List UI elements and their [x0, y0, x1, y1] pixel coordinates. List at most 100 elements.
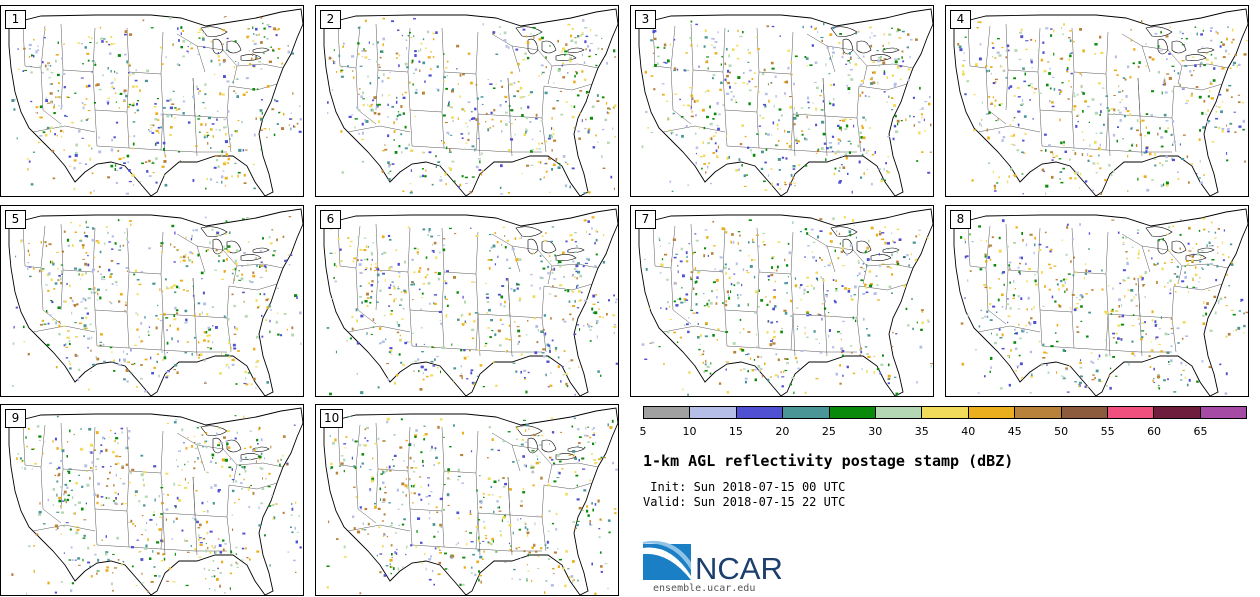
echo-pixel — [148, 175, 152, 177]
echo-pixel — [95, 431, 99, 435]
echo-pixel — [1176, 171, 1180, 173]
echo-pixel — [131, 546, 134, 549]
echo-pixel — [581, 70, 584, 73]
echo-pixel — [148, 130, 152, 132]
echo-pixel — [55, 59, 57, 63]
great-lake-outline — [515, 26, 543, 37]
echo-pixel — [726, 47, 728, 51]
echo-pixel — [200, 461, 202, 464]
echo-pixel — [1055, 155, 1059, 158]
echo-pixel — [362, 98, 365, 100]
echo-pixel — [578, 366, 580, 368]
echo-pixel — [173, 261, 176, 263]
echo-pixel — [796, 140, 800, 143]
echo-pixel — [1096, 162, 1099, 165]
echo-pixel — [397, 288, 400, 290]
echo-pixel — [704, 36, 708, 39]
echo-pixel — [1185, 37, 1188, 40]
echo-pixel — [958, 45, 962, 49]
echo-pixel — [690, 20, 693, 23]
echo-pixel — [1062, 167, 1065, 170]
echo-pixel — [1025, 324, 1028, 327]
echo-pixel — [380, 50, 383, 53]
echo-pixel — [81, 244, 85, 247]
echo-pixel — [71, 559, 74, 561]
echo-pixel — [1086, 386, 1089, 388]
echo-pixel — [555, 159, 557, 163]
echo-pixel — [164, 278, 167, 281]
echo-pixel — [796, 137, 798, 140]
echo-pixel — [60, 270, 63, 273]
echo-pixel — [567, 289, 570, 293]
state-boundary — [92, 271, 130, 313]
state-boundary — [92, 470, 130, 512]
echo-pixel — [522, 96, 526, 98]
echo-pixel — [426, 274, 429, 276]
echo-pixel — [144, 495, 148, 498]
echo-pixel — [1199, 62, 1203, 64]
echo-pixel — [694, 132, 697, 135]
state-boundary — [1005, 69, 1009, 111]
echo-pixel — [115, 498, 117, 500]
echo-pixel — [222, 43, 224, 45]
echo-pixel — [712, 281, 716, 284]
echo-pixel — [1202, 126, 1205, 129]
echo-pixel — [748, 51, 751, 55]
echo-pixel — [475, 83, 478, 86]
echo-pixel — [203, 567, 206, 570]
echo-pixel — [404, 91, 407, 94]
echo-pixel — [277, 28, 280, 31]
echo-pixel — [573, 276, 576, 278]
echo-pixel — [1225, 372, 1228, 376]
echo-pixel — [404, 125, 407, 129]
echo-pixel — [99, 273, 102, 275]
echo-pixel — [240, 277, 244, 281]
country-outline — [953, 208, 1248, 396]
echo-pixel — [685, 293, 689, 296]
echo-pixel — [88, 451, 91, 453]
echo-pixel — [389, 293, 392, 296]
echo-pixel — [488, 308, 491, 312]
echo-pixel — [225, 258, 228, 261]
echo-pixel — [863, 172, 865, 175]
echo-pixel — [418, 370, 420, 373]
echo-pixel — [154, 118, 158, 121]
echo-pixel — [832, 217, 835, 221]
echo-pixel — [512, 362, 516, 364]
echo-pixel — [56, 468, 58, 470]
echo-pixel — [107, 102, 109, 105]
echo-pixel — [191, 445, 194, 448]
echo-pixel — [1042, 357, 1046, 359]
echo-pixel — [101, 277, 103, 281]
echo-pixel — [64, 483, 68, 486]
echo-pixel — [217, 165, 220, 168]
echo-pixel — [401, 34, 403, 37]
echo-pixel — [269, 242, 273, 245]
echo-pixel — [105, 448, 108, 452]
echo-pixel — [390, 349, 393, 352]
echo-pixel — [405, 39, 408, 41]
echo-pixel — [1234, 54, 1237, 57]
echo-pixel — [50, 72, 54, 74]
echo-pixel — [69, 429, 71, 433]
echo-pixel — [861, 153, 864, 156]
echo-pixel — [1017, 123, 1020, 127]
echo-pixel — [692, 287, 695, 290]
echo-pixel — [540, 276, 544, 280]
echo-pixel — [814, 27, 817, 30]
echo-pixel — [60, 264, 64, 266]
echo-pixel — [105, 226, 108, 228]
echo-pixel — [461, 376, 463, 380]
echo-pixel — [838, 41, 841, 44]
echo-pixel — [11, 99, 15, 102]
echo-pixel — [432, 56, 435, 58]
echo-pixel — [1095, 369, 1099, 373]
echo-pixel — [252, 26, 254, 30]
echo-pixel — [506, 258, 509, 262]
echo-pixel — [252, 40, 255, 42]
echo-pixel — [96, 501, 99, 505]
echo-pixel — [519, 258, 522, 261]
echo-pixel — [979, 268, 983, 271]
echo-pixel — [916, 321, 918, 324]
echo-pixel — [1089, 144, 1091, 147]
